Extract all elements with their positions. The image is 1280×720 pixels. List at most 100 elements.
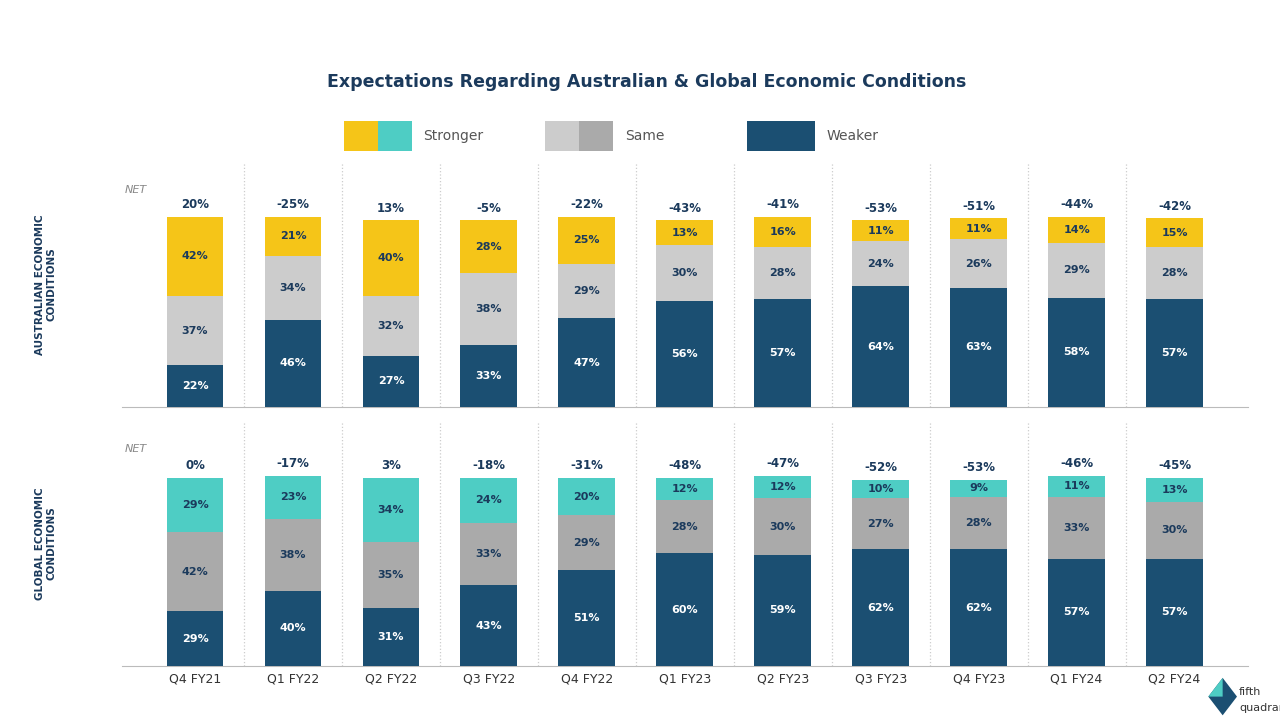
- Text: -53%: -53%: [864, 202, 897, 215]
- Text: -45%: -45%: [1158, 459, 1192, 472]
- Text: -22%: -22%: [571, 198, 603, 211]
- Bar: [265, 476, 321, 519]
- Text: 28%: 28%: [769, 268, 796, 278]
- Bar: [265, 519, 321, 590]
- Text: 3%: 3%: [381, 459, 401, 472]
- Text: 57%: 57%: [1161, 348, 1188, 358]
- Text: AUSTRALIAN ECONOMIC
CONDITIONS: AUSTRALIAN ECONOMIC CONDITIONS: [36, 214, 56, 355]
- Bar: [852, 287, 909, 407]
- Text: 56%: 56%: [672, 349, 698, 359]
- Bar: [950, 239, 1007, 288]
- Text: 30%: 30%: [672, 268, 698, 278]
- Bar: [558, 477, 616, 516]
- Bar: [950, 218, 1007, 239]
- Bar: [1048, 476, 1105, 497]
- Bar: [852, 549, 909, 666]
- Text: 29%: 29%: [573, 538, 600, 548]
- Text: 57%: 57%: [769, 348, 796, 358]
- Text: 22%: 22%: [182, 381, 209, 391]
- Text: -41%: -41%: [767, 198, 799, 211]
- Text: 20%: 20%: [180, 198, 209, 211]
- Text: 13%: 13%: [376, 202, 404, 215]
- Text: 23%: 23%: [280, 492, 306, 503]
- Text: -53%: -53%: [963, 461, 995, 474]
- Text: -18%: -18%: [472, 459, 506, 472]
- Bar: [657, 245, 713, 302]
- Text: NET: NET: [124, 444, 147, 454]
- Text: 51%: 51%: [573, 613, 600, 623]
- Bar: [265, 320, 321, 407]
- Bar: [1048, 217, 1105, 243]
- Text: 13%: 13%: [1161, 485, 1188, 495]
- Text: 64%: 64%: [868, 341, 895, 351]
- Bar: [950, 497, 1007, 549]
- Bar: [166, 365, 224, 407]
- Text: 57%: 57%: [1161, 608, 1188, 617]
- Bar: [852, 480, 909, 498]
- Text: 12%: 12%: [769, 482, 796, 492]
- Text: -31%: -31%: [571, 459, 603, 472]
- Bar: [1146, 477, 1203, 502]
- Bar: [265, 217, 321, 256]
- Bar: [754, 247, 812, 300]
- Bar: [558, 264, 616, 318]
- Text: fifth: fifth: [1239, 687, 1261, 697]
- Bar: [950, 549, 1007, 666]
- Text: 42%: 42%: [182, 251, 209, 261]
- Text: Same: Same: [625, 129, 664, 143]
- Text: 37%: 37%: [182, 325, 209, 336]
- Bar: [166, 611, 224, 666]
- Bar: [754, 555, 812, 666]
- Text: 60%: 60%: [672, 605, 698, 614]
- Text: -25%: -25%: [276, 198, 310, 211]
- Text: 63%: 63%: [965, 343, 992, 353]
- Text: 29%: 29%: [573, 286, 600, 296]
- Text: 13%: 13%: [672, 228, 698, 238]
- Bar: [580, 122, 613, 150]
- Text: 38%: 38%: [476, 304, 502, 314]
- Bar: [1048, 497, 1105, 559]
- Text: 28%: 28%: [476, 242, 502, 252]
- Bar: [362, 356, 420, 407]
- Bar: [461, 345, 517, 407]
- Bar: [754, 300, 812, 407]
- Text: 24%: 24%: [476, 495, 502, 505]
- Text: quadrant: quadrant: [1239, 703, 1280, 714]
- Text: 14%: 14%: [1064, 225, 1091, 235]
- Bar: [461, 523, 517, 585]
- Bar: [265, 590, 321, 666]
- Bar: [1048, 297, 1105, 407]
- Bar: [1146, 247, 1203, 300]
- Bar: [378, 122, 412, 150]
- Bar: [545, 122, 580, 150]
- Bar: [558, 318, 616, 407]
- Bar: [1146, 502, 1203, 559]
- Text: -46%: -46%: [1060, 457, 1093, 470]
- Bar: [362, 296, 420, 356]
- Text: 29%: 29%: [182, 634, 209, 644]
- Text: Stronger: Stronger: [424, 129, 484, 143]
- Text: 59%: 59%: [769, 606, 796, 616]
- Text: 43%: 43%: [476, 621, 502, 631]
- Text: 28%: 28%: [965, 518, 992, 528]
- Text: -17%: -17%: [276, 457, 310, 470]
- Text: 62%: 62%: [868, 603, 893, 613]
- Text: 33%: 33%: [476, 549, 502, 559]
- Text: -44%: -44%: [1060, 198, 1093, 211]
- Text: 31%: 31%: [378, 632, 404, 642]
- Text: 29%: 29%: [1064, 265, 1091, 275]
- Text: Business Outlook 2024 | Domestic and Global Economies: Business Outlook 2024 | Domestic and Glo…: [15, 14, 588, 32]
- Text: 35%: 35%: [378, 570, 404, 580]
- Text: 58%: 58%: [1064, 347, 1089, 357]
- Text: 33%: 33%: [476, 371, 502, 381]
- Bar: [558, 570, 616, 666]
- Bar: [852, 241, 909, 287]
- Bar: [362, 477, 420, 541]
- Text: 57%: 57%: [1064, 608, 1089, 617]
- Text: 34%: 34%: [280, 283, 306, 293]
- Text: 42%: 42%: [182, 567, 209, 577]
- Text: Weaker: Weaker: [827, 129, 879, 143]
- Bar: [754, 217, 812, 247]
- Bar: [265, 256, 321, 320]
- Bar: [343, 122, 378, 150]
